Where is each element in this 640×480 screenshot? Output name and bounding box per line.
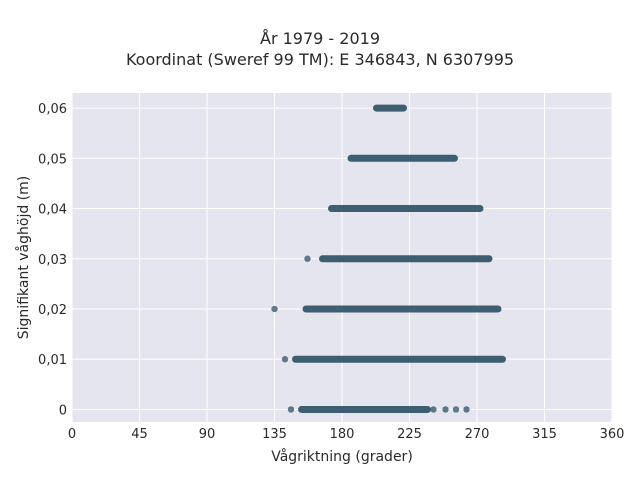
data-point <box>304 255 311 262</box>
x-tick-label: 315 <box>532 427 557 442</box>
data-point <box>442 406 449 413</box>
x-tick-label: 225 <box>397 427 422 442</box>
x-tick-label: 360 <box>600 427 625 442</box>
y-tick-label: 0,03 <box>38 253 67 268</box>
x-axis-label: Vågriktning (grader) <box>271 448 413 465</box>
y-tick-label: 0,01 <box>38 353 67 368</box>
data-point <box>287 406 295 413</box>
y-tick-label: 0,02 <box>38 303 67 318</box>
y-tick-label: 0,06 <box>38 102 67 117</box>
x-tick-label: 180 <box>330 427 355 442</box>
y-tick-label: 0 <box>59 403 67 418</box>
chart-subtitle: Koordinat (Sweref 99 TM): E 346843, N 63… <box>125 50 515 69</box>
y-axis-label: Signifikant våghöjd (m) <box>15 176 32 339</box>
x-tick-label: 0 <box>68 427 76 442</box>
y-tick-label: 0,04 <box>38 203 67 218</box>
chart-title: År 1979 - 2019 <box>260 29 380 48</box>
data-point <box>452 406 460 413</box>
x-tick-label: 90 <box>199 427 216 442</box>
x-tick-label: 270 <box>465 427 490 442</box>
data-point <box>281 356 289 363</box>
y-tick-label: 0,05 <box>38 152 67 167</box>
data-point <box>463 406 470 413</box>
data-point <box>430 406 437 413</box>
x-tick-label: 45 <box>131 427 148 442</box>
data-point <box>271 305 278 313</box>
x-tick-label: 135 <box>262 427 287 442</box>
